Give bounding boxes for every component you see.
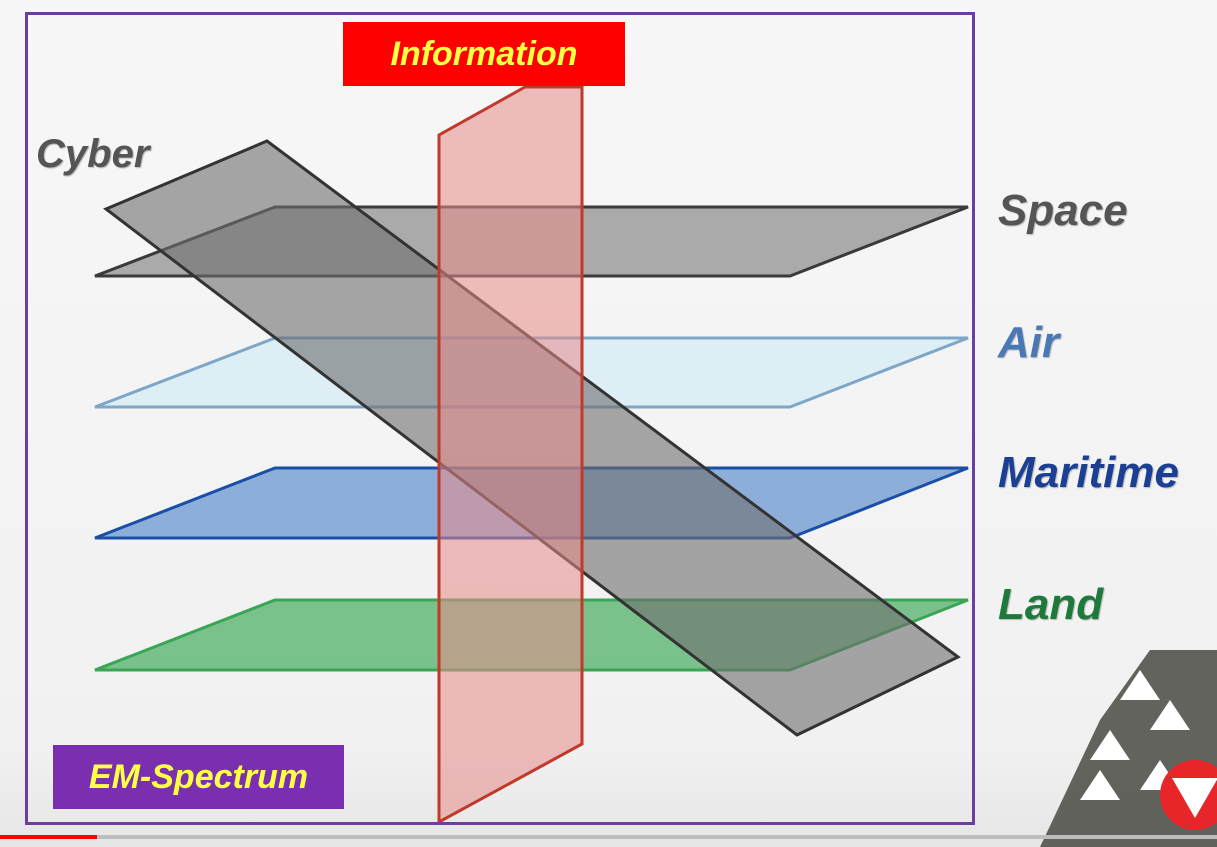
corner-logo [1040, 650, 1217, 847]
land-label: Land [998, 580, 1104, 629]
video-progress-fill [0, 835, 98, 839]
information-title: Information [390, 34, 578, 73]
cyber-label: Cyber [36, 132, 150, 176]
video-progress-bar[interactable] [0, 835, 1217, 839]
space-label: Space [998, 186, 1128, 235]
diagram-frame [25, 12, 975, 825]
em-spectrum-label: EM-Spectrum [88, 757, 309, 796]
information-title-box: Information [343, 22, 625, 86]
maritime-label: Maritime [998, 448, 1179, 497]
air-label: Air [998, 318, 1060, 367]
em-spectrum-box: EM-Spectrum [53, 745, 344, 809]
